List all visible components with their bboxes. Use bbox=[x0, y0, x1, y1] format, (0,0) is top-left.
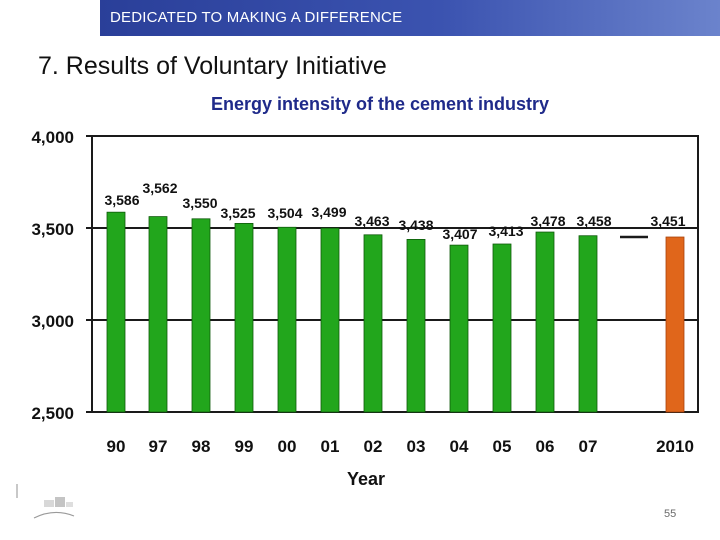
x-tick-label: 07 bbox=[579, 437, 598, 456]
bar bbox=[277, 226, 297, 413]
bar bbox=[106, 211, 126, 413]
x-tick-label: 03 bbox=[407, 437, 426, 456]
bar bbox=[234, 222, 254, 413]
header-banner: DEDICATED TO MAKING A DIFFERENCE bbox=[100, 0, 720, 36]
bar-value-label: 3,407 bbox=[442, 226, 477, 242]
bar-value-label: 3,504 bbox=[267, 205, 302, 221]
bar bbox=[363, 234, 383, 413]
page-number: 55 bbox=[664, 508, 677, 520]
slide-title: 7. Results of Voluntary Initiative bbox=[38, 52, 387, 80]
x-tick-label: 97 bbox=[149, 437, 168, 456]
bar-value-label: 3,458 bbox=[576, 213, 611, 229]
x-tick-label: 90 bbox=[107, 437, 126, 456]
banner-text: DEDICATED TO MAKING A DIFFERENCE bbox=[110, 9, 403, 26]
plot-frame bbox=[91, 135, 699, 413]
bar bbox=[449, 244, 469, 413]
y-tick-label: 3,000 bbox=[31, 312, 74, 331]
x-tick-label: 05 bbox=[493, 437, 512, 456]
bar-value-label: 3,463 bbox=[354, 213, 389, 229]
bar-value-label: 3,499 bbox=[311, 204, 346, 220]
y-tick-label: 4,000 bbox=[31, 128, 74, 147]
x-axis-label: Year bbox=[347, 469, 385, 489]
x-tick-label: 98 bbox=[192, 437, 211, 456]
bar bbox=[492, 243, 512, 413]
bar-value-label: 3,525 bbox=[220, 205, 255, 221]
bar bbox=[406, 239, 426, 413]
bar bbox=[578, 235, 598, 413]
logo-mark bbox=[16, 484, 75, 519]
bar-value-label: 3,478 bbox=[530, 213, 565, 229]
organization-logo bbox=[16, 484, 75, 519]
bar bbox=[191, 218, 211, 413]
x-tick-label: 99 bbox=[235, 437, 254, 456]
x-tick-label: 00 bbox=[278, 437, 297, 456]
x-tick-label: 02 bbox=[364, 437, 383, 456]
bar bbox=[148, 216, 168, 413]
y-tick-label: 3,500 bbox=[31, 220, 74, 239]
bar bbox=[320, 227, 340, 413]
bar-value-label: 3,550 bbox=[182, 195, 217, 211]
x-tick-label: 06 bbox=[536, 437, 555, 456]
bar-value-label: 3,562 bbox=[142, 180, 177, 196]
bar-target bbox=[665, 236, 685, 413]
y-tick-label: 2,500 bbox=[31, 404, 74, 423]
chart-title: Energy intensity of the cement industry bbox=[211, 94, 549, 114]
bar-value-label: 3,413 bbox=[488, 223, 523, 239]
x-tick-label: 04 bbox=[450, 437, 469, 456]
bar-value-label: 3,586 bbox=[104, 192, 139, 208]
x-tick-label: 01 bbox=[321, 437, 340, 456]
x-tick-label: 2010 bbox=[656, 437, 694, 456]
bar bbox=[535, 231, 555, 413]
bar-value-label: 3,451 bbox=[650, 213, 685, 229]
bar-value-label: 3,438 bbox=[398, 217, 433, 233]
